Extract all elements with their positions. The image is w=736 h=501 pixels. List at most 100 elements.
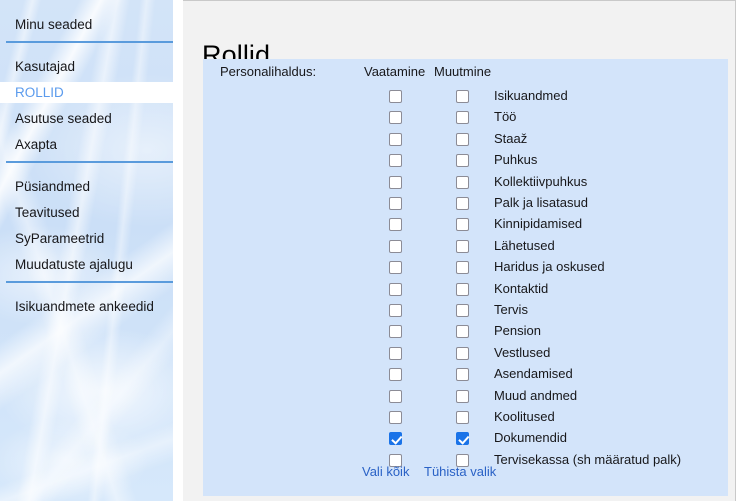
permission-label-palk-ja-lisatasud: Palk ja lisatasud: [494, 195, 588, 210]
permission-label-asendamised: Asendamised: [494, 366, 573, 382]
checkbox-edit-staa[interactable]: [456, 132, 469, 146]
sidebar-divider: [6, 161, 173, 163]
permission-label-puhkus: Puhkus: [494, 152, 538, 168]
permission-label-kollektiivpuhkus: Kollektiivpuhkus: [494, 173, 588, 189]
column-header-edit: Muutmine: [434, 64, 492, 79]
checkbox-view-asendamised[interactable]: [389, 368, 402, 382]
sidebar-item-muudatuste-ajalugu[interactable]: Muudatuste ajalugu: [0, 254, 173, 275]
sidebar-item-minu-seaded[interactable]: Minu seaded: [0, 14, 173, 35]
checkbox-edit-muud-andmed[interactable]: [456, 389, 469, 403]
permission-row: Asendamised: [203, 365, 728, 386]
checkbox-view-haridus-ja-oskused[interactable]: [389, 261, 402, 275]
checkbox-edit-tervisekassa-sh-m-ratud-palk[interactable]: [456, 453, 469, 467]
permission-row: Puhkus: [203, 151, 728, 172]
sidebar-item-asutuse-seaded[interactable]: Asutuse seaded: [0, 108, 173, 129]
checkbox-view-dokumendid[interactable]: [389, 432, 402, 446]
permission-group-label: Personalihaldus:: [220, 64, 317, 79]
checkbox-edit-kollektiivpuhkus[interactable]: [456, 175, 469, 189]
checkbox-edit-isikuandmed[interactable]: [456, 90, 469, 103]
checkbox-view-puhkus[interactable]: [389, 154, 402, 168]
permission-row: Haridus ja oskused: [203, 258, 728, 279]
sidebar-item-label: Axapta: [15, 137, 58, 152]
permission-label-l-hetused: Lähetused: [494, 237, 555, 253]
permission-row: Isikuandmed: [203, 87, 728, 108]
sidebar-item-label: SyParameetrid: [15, 231, 105, 246]
select-all-link[interactable]: Vali kõik: [362, 464, 410, 479]
sidebar-item-axapta[interactable]: Axapta: [0, 134, 173, 155]
checkbox-view-palk-ja-lisatasud[interactable]: [389, 197, 402, 210]
sidebar-item-kasutajad[interactable]: Kasutajad: [0, 56, 173, 77]
checkbox-view-muud-andmed[interactable]: [389, 389, 402, 403]
permission-label-tervisekassa-sh-m-ratud-palk: Tervisekassa (sh määratud palk): [494, 451, 682, 467]
permission-row: Dokumendid: [203, 429, 728, 450]
permission-label-kinnipidamised: Kinnipidamised: [494, 216, 583, 232]
checkbox-view-tervisekassa-sh-m-ratud-palk[interactable]: [389, 453, 402, 467]
checkbox-view-koolitused[interactable]: [389, 411, 402, 424]
sidebar: Minu seaded Kasutajad ROLLID Asutuse seaded…: [0, 0, 173, 501]
permissions-panel: Personalihaldus: Vaatamine Muutmine Isik…: [203, 59, 728, 496]
sidebar-item-label: Kasutajad: [15, 59, 76, 74]
clear-selection-link[interactable]: Tühista valik: [424, 464, 497, 479]
checkbox-edit-pension[interactable]: [456, 325, 469, 339]
sidebar-item-label: Minu seaded: [15, 17, 93, 32]
permission-label-t: Töö: [494, 109, 517, 125]
permission-label-isikuandmed: Isikuandmed: [494, 88, 568, 103]
column-header-view: Vaatamine: [364, 64, 426, 79]
permission-row: Lähetused: [203, 237, 728, 258]
checkbox-view-vestlused[interactable]: [389, 346, 402, 360]
permission-row: Staaž: [203, 130, 728, 151]
permission-row: Pension: [203, 322, 728, 343]
sidebar-item-teavitused[interactable]: Teavitused: [0, 202, 173, 223]
sidebar-item-label: Isikuandmete ankeedid: [15, 299, 154, 314]
checkbox-edit-asendamised[interactable]: [456, 368, 469, 382]
sidebar-divider: [6, 281, 173, 283]
sidebar-item-isikuandmete-ankeedid[interactable]: Isikuandmete ankeedid: [0, 296, 173, 317]
checkbox-view-pension[interactable]: [389, 325, 402, 339]
checkbox-view-staa[interactable]: [389, 132, 402, 146]
checkbox-view-t[interactable]: [389, 111, 402, 125]
permission-row: Kollektiivpuhkus: [203, 173, 728, 194]
permission-row: Vestlused: [203, 344, 728, 365]
permission-row: Tervisekassa (sh määratud palk): [203, 451, 728, 472]
permission-label-kontaktid: Kontaktid: [494, 280, 549, 296]
permission-row: Tervis: [203, 301, 728, 322]
checkbox-view-l-hetused[interactable]: [389, 239, 402, 253]
permission-label-haridus-ja-oskused: Haridus ja oskused: [494, 259, 605, 275]
checkbox-edit-puhkus[interactable]: [456, 154, 469, 168]
checkbox-view-isikuandmed[interactable]: [389, 90, 402, 103]
permission-row: Töö: [203, 108, 728, 129]
checkbox-edit-kontaktid[interactable]: [456, 282, 469, 296]
permission-label-staa: Staaž: [494, 130, 528, 146]
sidebar-item-label: Teavitused: [15, 205, 80, 220]
checkbox-view-kinnipidamised[interactable]: [389, 218, 402, 232]
sidebar-item-label: Asutuse seaded: [15, 111, 112, 126]
permission-row: Muud andmed: [203, 387, 728, 408]
permission-label-dokumendid: Dokumendid: [494, 430, 567, 446]
permission-row: Kontaktid: [203, 280, 728, 301]
checkbox-edit-t[interactable]: [456, 111, 469, 125]
checkbox-view-kollektiivpuhkus[interactable]: [389, 175, 402, 189]
sidebar-item-label: Muudatuste ajalugu: [15, 257, 133, 272]
checkbox-edit-dokumendid[interactable]: [456, 432, 469, 446]
sidebar-item-syparameetrid[interactable]: SyParameetrid: [0, 228, 173, 249]
checkbox-edit-vestlused[interactable]: [456, 346, 469, 360]
sidebar-item-p-siandmed[interactable]: Püsiandmed: [0, 176, 173, 197]
checkbox-edit-kinnipidamised[interactable]: [456, 218, 469, 232]
permission-label-pension: Pension: [494, 323, 541, 339]
checkbox-edit-l-hetused[interactable]: [456, 239, 469, 253]
sidebar-divider: [6, 41, 173, 43]
permission-row: Palk ja lisatasud: [203, 194, 728, 215]
permission-row: Kinnipidamised: [203, 215, 728, 236]
permission-label-muud-andmed: Muud andmed: [494, 387, 578, 403]
checkbox-view-kontaktid[interactable]: [389, 282, 402, 296]
checkbox-edit-haridus-ja-oskused[interactable]: [456, 261, 469, 275]
permission-label-tervis: Tervis: [494, 302, 528, 317]
sidebar-item-label: ROLLID: [15, 85, 64, 100]
checkbox-edit-koolitused[interactable]: [456, 411, 469, 424]
sidebar-item-rollid[interactable]: ROLLID: [0, 82, 173, 103]
permission-label-koolitused: Koolitused: [494, 409, 555, 424]
checkbox-view-tervis[interactable]: [389, 304, 402, 317]
checkbox-edit-palk-ja-lisatasud[interactable]: [456, 197, 469, 210]
checkbox-edit-tervis[interactable]: [456, 304, 469, 317]
top-hairline: [183, 0, 736, 1]
